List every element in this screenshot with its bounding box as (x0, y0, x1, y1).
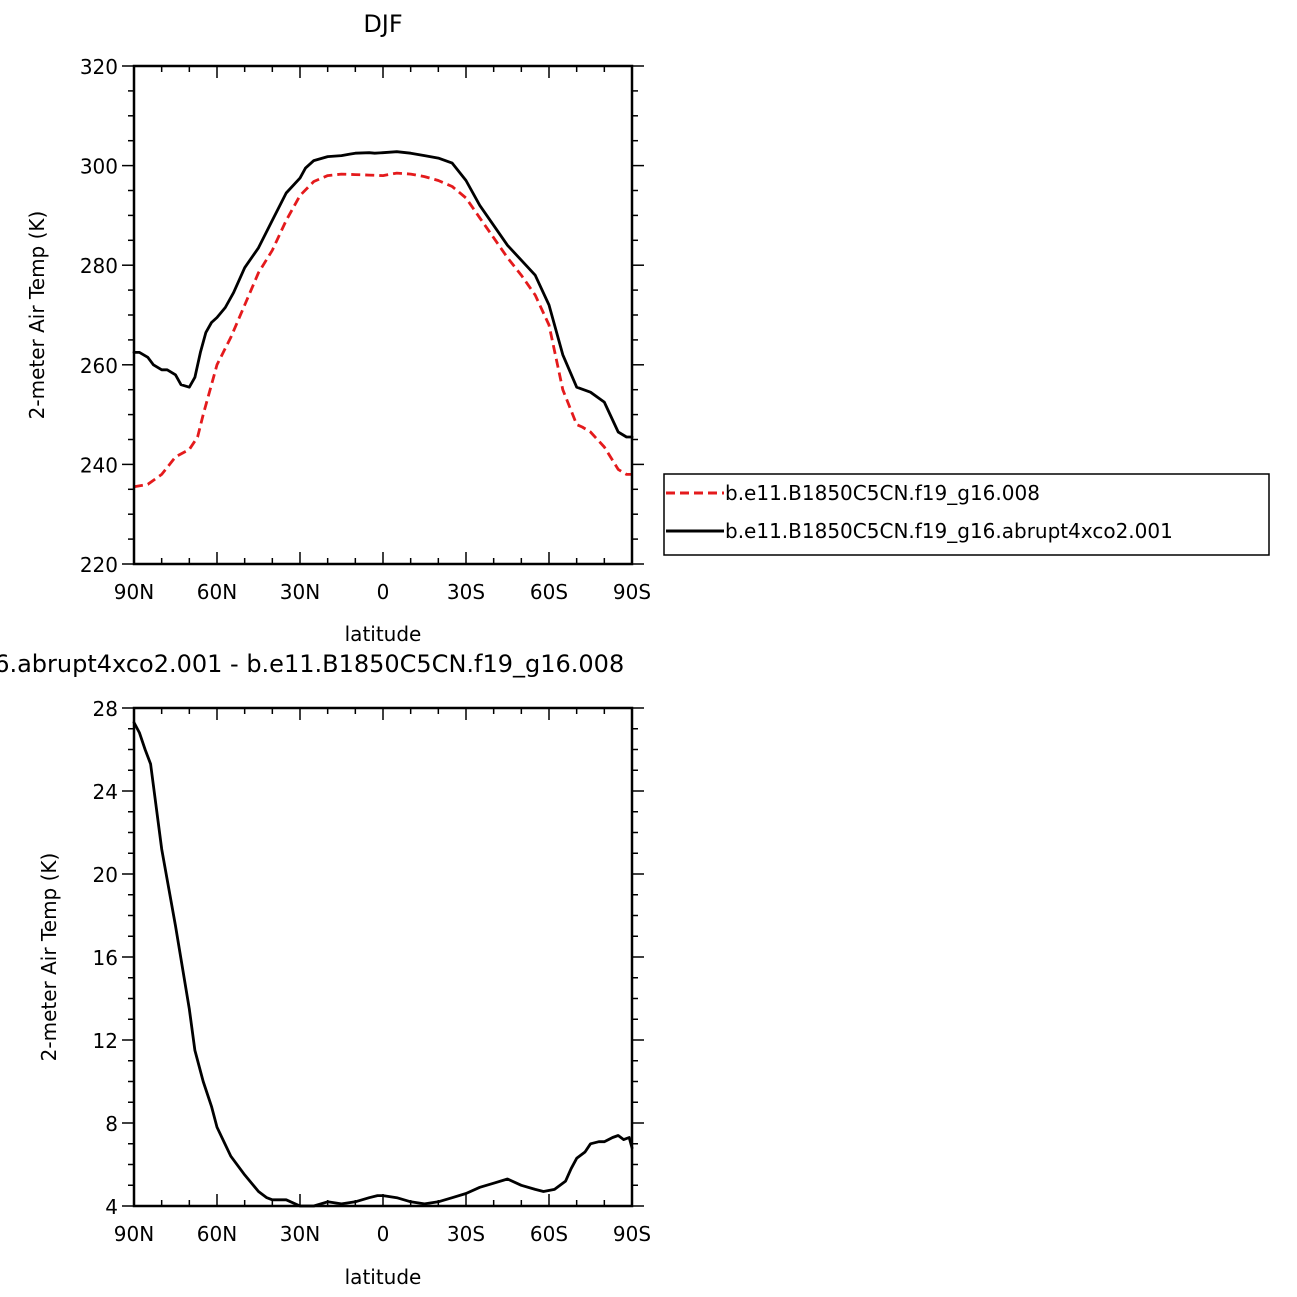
legend-label-series-1: b.e11.B1850C5CN.f19_g16.008 (725, 481, 1040, 505)
x-tick-label: 90S (613, 1222, 651, 1246)
y-tick-label: 20 (93, 863, 118, 887)
bottom-chart-panel: b.e11.B1850C5CN.f19_g16.abrupt4xco2.001 … (0, 650, 651, 1289)
legend-box (663, 473, 1270, 556)
x-tick-label: 30S (447, 1222, 485, 1246)
x-tick-label: 60S (530, 1222, 568, 1246)
y-axis-label: 2-meter Air Temp (K) (25, 211, 49, 420)
x-axis-label: latitude (345, 622, 422, 646)
chart-title: DJF (363, 10, 402, 38)
x-tick-label: 60N (197, 580, 237, 604)
x-tick-label: 90N (114, 1222, 154, 1246)
series-line-1 (132, 721, 634, 1208)
y-tick-label: 220 (80, 553, 118, 577)
legend: b.e11.B1850C5CN.f19_g16.008 b.e11.B1850C… (663, 473, 1270, 556)
x-axis-label: latitude (345, 1265, 422, 1289)
series-lines (132, 150, 634, 489)
y-tick-label: 320 (80, 55, 118, 79)
x-tick-label: 30N (280, 1222, 320, 1246)
series-lines (132, 721, 634, 1208)
x-tick-label: 30S (447, 580, 485, 604)
y-tick-label: 300 (80, 155, 118, 179)
y-axis-label: 2-meter Air Temp (K) (37, 853, 61, 1062)
legend-label-series-2: b.e11.B1850C5CN.f19_g16.abrupt4xco2.001 (725, 519, 1173, 543)
plot-frame (132, 64, 634, 566)
x-tick-label: 90N (114, 580, 154, 604)
x-tick-label: 0 (377, 1222, 390, 1246)
plot-frame (132, 706, 634, 1208)
x-tick-label: 0 (377, 580, 390, 604)
y-tick-label: 4 (105, 1195, 118, 1219)
y-tick-label: 12 (93, 1029, 118, 1053)
difference-chart-title: b.e11.B1850C5CN.f19_g16.abrupt4xco2.001 … (0, 650, 624, 678)
x-tick-label: 60S (530, 580, 568, 604)
y-tick-label: 16 (93, 946, 118, 970)
y-tick-label: 240 (80, 453, 118, 477)
y-tick-label: 280 (80, 254, 118, 278)
axis-ticks: 90N 60N 30N 0 30S 60S 90S 4 8 12 16 20 24 28 (93, 697, 652, 1246)
axis-ticks: 90N 60N 30N 0 30S 60S 90S 220 240 260 280 300 320 (80, 55, 651, 604)
series-line-2 (132, 150, 634, 439)
y-tick-label: 24 (93, 780, 118, 804)
y-tick-label: 260 (80, 354, 118, 378)
x-tick-label: 60N (197, 1222, 237, 1246)
y-tick-label: 8 (105, 1112, 118, 1136)
top-chart-panel: DJF 2-meter Air Temp (K) latitude 90N 60N… (25, 10, 651, 646)
series-line-1 (133, 171, 632, 489)
y-tick-label: 28 (93, 697, 118, 721)
x-tick-label: 90S (613, 580, 651, 604)
x-tick-label: 30N (280, 580, 320, 604)
